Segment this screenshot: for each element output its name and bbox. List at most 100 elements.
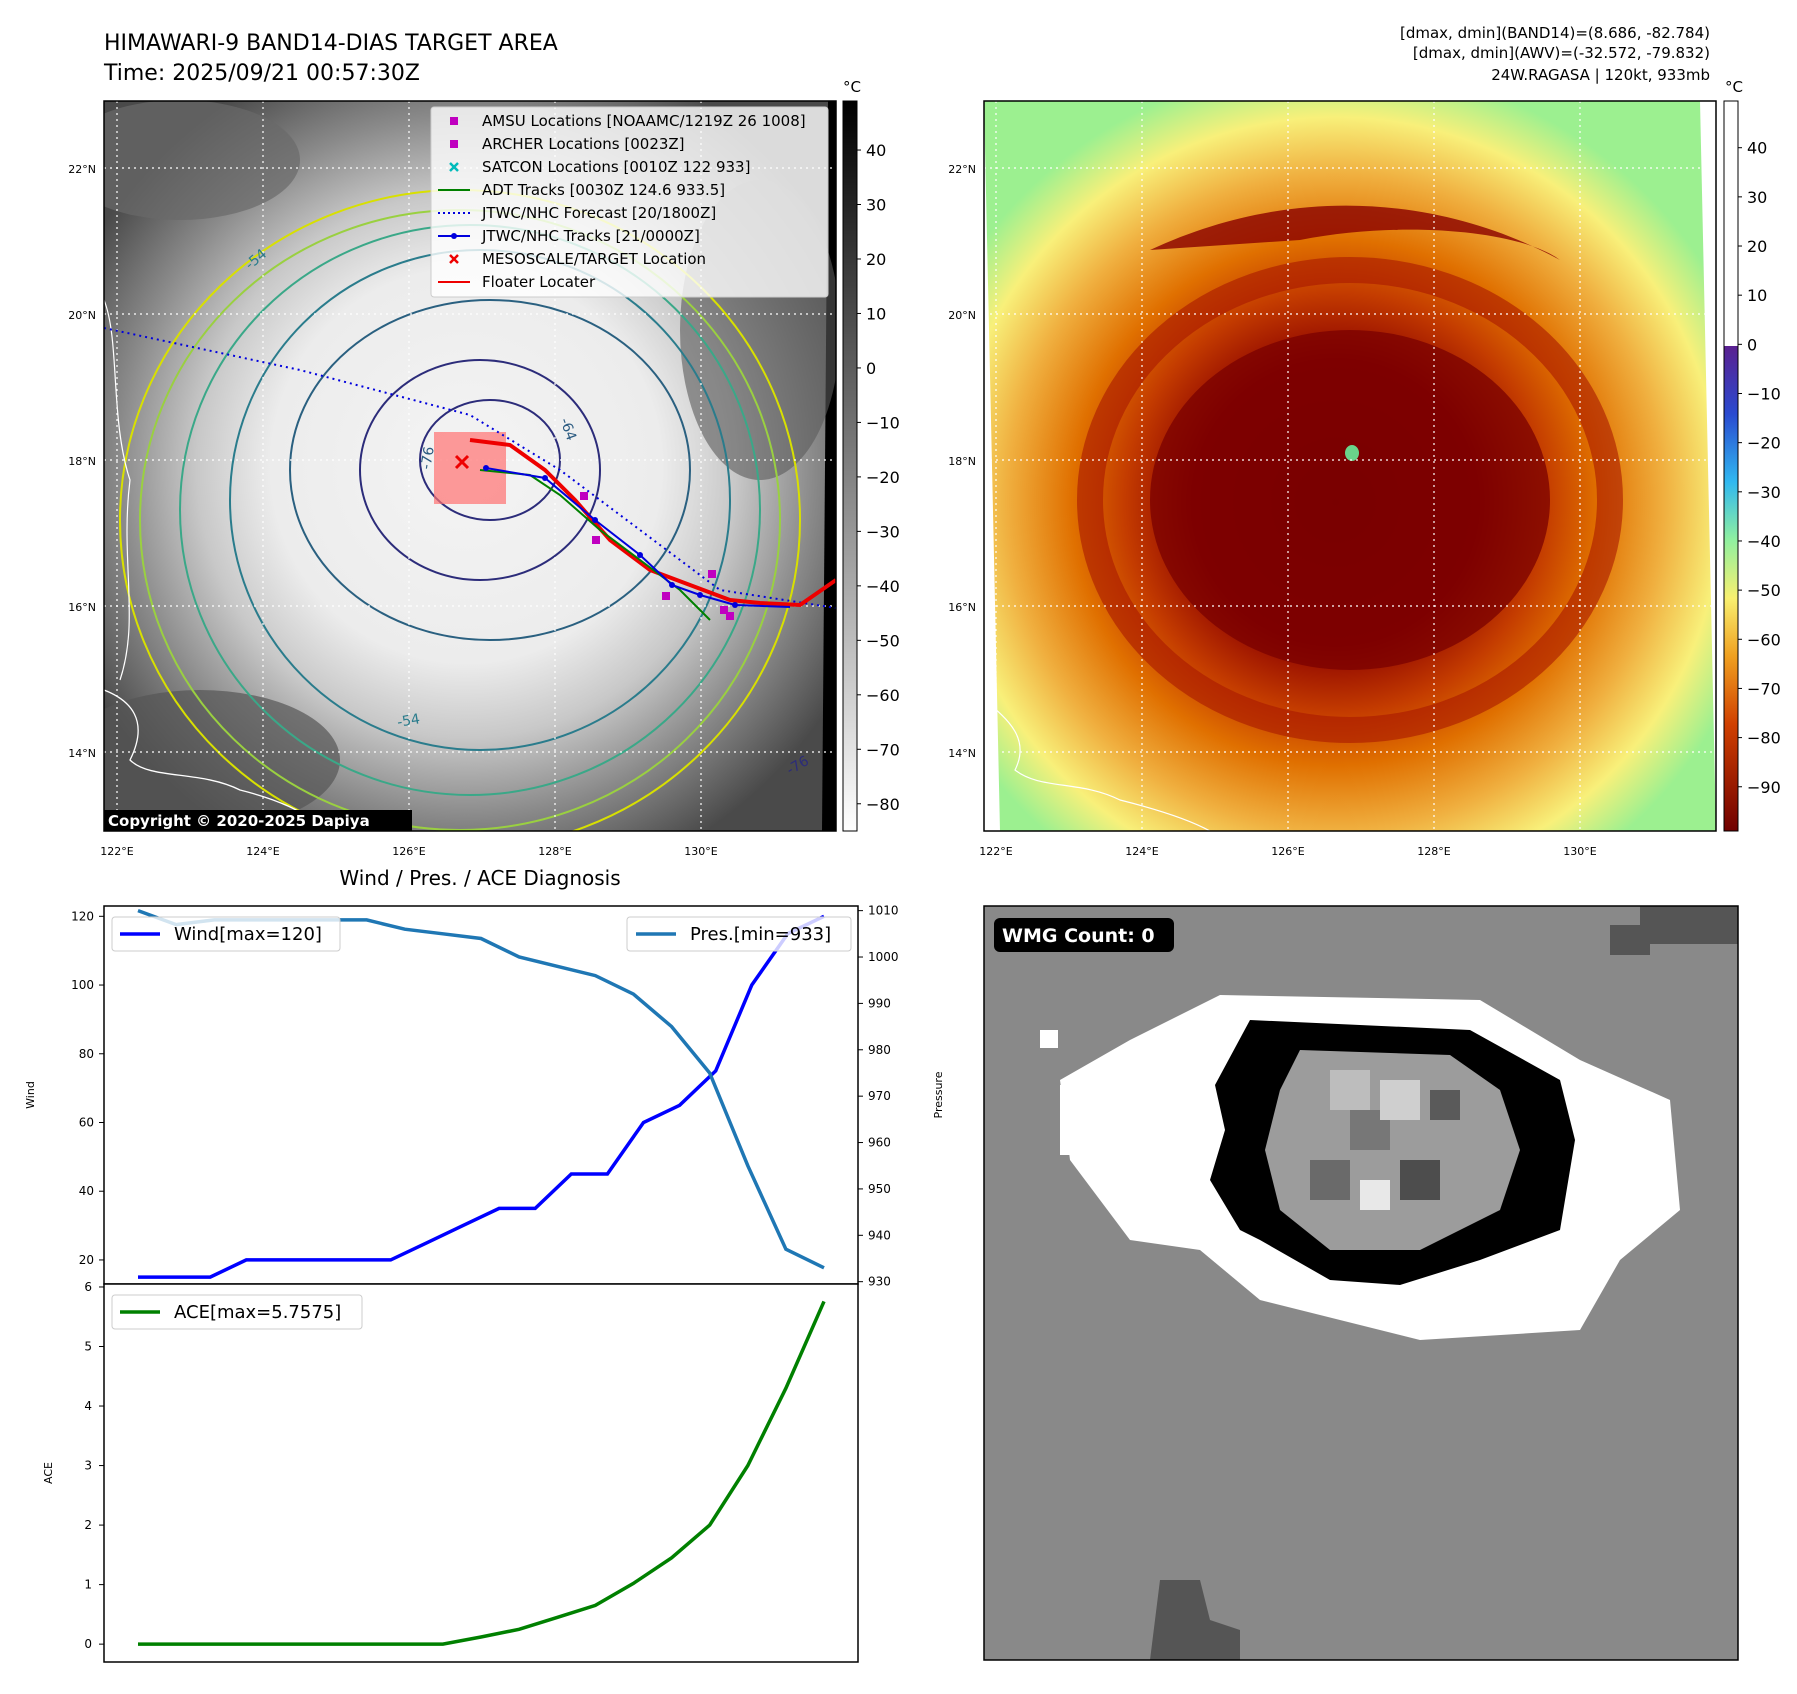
colorbar-tick: −30 (866, 522, 900, 541)
stats-awv: [dmax, dmin](AWV)=(-32.572, -79.832) (1413, 44, 1710, 62)
pressure-legend-label: Pres.[min=933] (690, 924, 831, 945)
lon-label: 122°E (979, 845, 1012, 858)
colorbar-tick: 20 (1747, 237, 1767, 256)
legend-marker (450, 117, 458, 125)
colorbar-tick: −40 (866, 577, 900, 596)
temp-colorbar-unit: °C (1725, 78, 1743, 96)
legend-label: ARCHER Locations [0023Z] (482, 135, 685, 153)
lon-label: 128°E (538, 845, 571, 858)
wind-tick: 100 (71, 978, 94, 992)
wind-tick: 40 (79, 1184, 94, 1198)
pressure-tick: 970 (868, 1089, 891, 1103)
lon-label: 130°E (1563, 845, 1596, 858)
ace-chart: 0 1 2 3 4 5 6 ACE[max=5.7575] ACE (42, 1280, 859, 1663)
lat-label: 16°N (68, 601, 96, 614)
ace-tick: 6 (84, 1280, 92, 1294)
diagnosis-title: Wind / Pres. / ACE Diagnosis (339, 866, 620, 890)
temp-colorbar: °C 40 30 20 10 0 −10 −20 −30 −40 −50 −60 −70 −80 −90 (1723, 78, 1781, 832)
lat-label: 20°N (948, 309, 976, 322)
ir-colorbar-unit: °C (843, 78, 861, 96)
colorbar-tick: −10 (1747, 384, 1781, 403)
lat-label: 22°N (948, 163, 976, 176)
wind-pressure-chart: 20 40 60 80 100 120 930 940 950 960 970 980 990 1000 1… (24, 904, 945, 1289)
colorbar-tick: −60 (1747, 630, 1781, 649)
wmg-count-badge: WMG Count: 0 (994, 918, 1174, 952)
wind-tick: 120 (71, 909, 94, 923)
lon-label: 128°E (1417, 845, 1450, 858)
lat-label: 18°N (948, 455, 976, 468)
colorbar-tick: −20 (1747, 434, 1781, 453)
colorbar-tick: −40 (1747, 532, 1781, 551)
floater-track (469, 438, 836, 608)
stats-band14: [dmax, dmin](BAND14)=(8.686, -82.784) (1400, 24, 1710, 42)
colorbar-tick: 10 (1747, 286, 1767, 305)
figure-title: HIMAWARI-9 BAND14-DIAS TARGET AREA (104, 31, 558, 56)
contour-label: -76 (418, 445, 438, 470)
pressure-tick: 990 (868, 996, 891, 1010)
lat-label: 20°N (68, 309, 96, 322)
legend-marker-dot (451, 233, 457, 239)
pressure-tick: 950 (868, 1182, 891, 1196)
colorbar-tick: −70 (866, 740, 900, 759)
colorbar-tick: −30 (1747, 483, 1781, 502)
eye-spot (1345, 445, 1359, 461)
ace-tick: 0 (84, 1637, 92, 1651)
legend-label: SATCON Locations [0010Z 122 933] (482, 158, 750, 176)
ir-map-panel: -64 -76 -54 -54 -76 AMSU Locations [NOAA… (68, 100, 837, 858)
lat-label: 22°N (68, 163, 96, 176)
lon-label: 126°E (392, 845, 425, 858)
pressure-tick: 930 (868, 1275, 891, 1289)
stats-storm: 24W.RAGASA | 120kt, 933mb (1491, 66, 1710, 84)
wind-tick: 80 (79, 1047, 94, 1061)
colorbar-tick: 0 (866, 359, 876, 378)
colorbar-tick: 40 (866, 141, 886, 160)
lon-label: 124°E (246, 845, 279, 858)
pressure-tick: 940 (868, 1228, 891, 1242)
colorbar-tick: −10 (866, 413, 900, 432)
pressure-axis-label: Pressure (932, 1071, 945, 1118)
colorbar-tick: 10 (866, 304, 886, 323)
figure-time: Time: 2025/09/21 00:57:30Z (103, 61, 420, 86)
lat-label: 18°N (68, 455, 96, 468)
colorbar-tick: −80 (866, 795, 900, 814)
ace-legend: ACE[max=5.7575] (111, 1294, 363, 1330)
lon-label: 124°E (1125, 845, 1158, 858)
colorbar-tick: 30 (1747, 188, 1767, 207)
colorbar-tick: −90 (1747, 778, 1781, 797)
legend-label: JTWC/NHC Forecast [20/1800Z] (481, 204, 716, 222)
colorbar-tick: −80 (1747, 729, 1781, 748)
lat-label: 16°N (948, 601, 976, 614)
pressure-tick: 980 (868, 1043, 891, 1057)
colorbar-tick: −50 (1747, 581, 1781, 600)
colorbar-tick: 30 (866, 196, 886, 215)
copyright-badge: Copyright © 2020-2025 Dapiya (104, 810, 412, 831)
lat-label: 14°N (68, 747, 96, 760)
ir-colorbar: °C 40 30 20 10 0 −10 −20 −30 −40 −50 −60 −70 −80 (842, 78, 900, 832)
lon-label: 130°E (684, 845, 717, 858)
legend-label: Floater Locater (482, 273, 596, 291)
legend-label: AMSU Locations [NOAAMC/1219Z 26 1008] (482, 112, 806, 130)
pressure-tick: 960 (868, 1136, 891, 1150)
ace-axis-label: ACE (42, 1462, 55, 1484)
copyright-text: Copyright © 2020-2025 Dapiya (108, 812, 370, 830)
wind-axis-label: Wind (24, 1081, 37, 1109)
legend-label: JTWC/NHC Tracks [21/0000Z] (481, 227, 700, 245)
ace-tick: 3 (84, 1459, 92, 1473)
colorbar-tick: −50 (866, 631, 900, 650)
legend-marker (449, 162, 459, 172)
ace-tick: 4 (84, 1399, 92, 1413)
ace-tick: 2 (84, 1518, 92, 1532)
lon-label: 122°E (100, 845, 133, 858)
legend-label: MESOSCALE/TARGET Location (482, 250, 706, 268)
legend-marker (449, 254, 459, 264)
colorbar-tick: 0 (1747, 335, 1757, 354)
colorbar-tick: −20 (866, 468, 900, 487)
pressure-legend: Pres.[min=933] (626, 916, 852, 952)
map-legend: AMSU Locations [NOAAMC/1219Z 26 1008] ARC… (430, 106, 829, 298)
ace-tick: 1 (84, 1578, 92, 1592)
color-map-panel: 22°N 20°N 18°N 16°N 14°N 122°E 124°E 126°E 128°… (948, 100, 1717, 858)
colorbar-tick: 20 (866, 250, 886, 269)
wmg-count-text: WMG Count: 0 (1002, 925, 1155, 947)
legend-label: ADT Tracks [0030Z 124.6 933.5] (482, 181, 725, 199)
